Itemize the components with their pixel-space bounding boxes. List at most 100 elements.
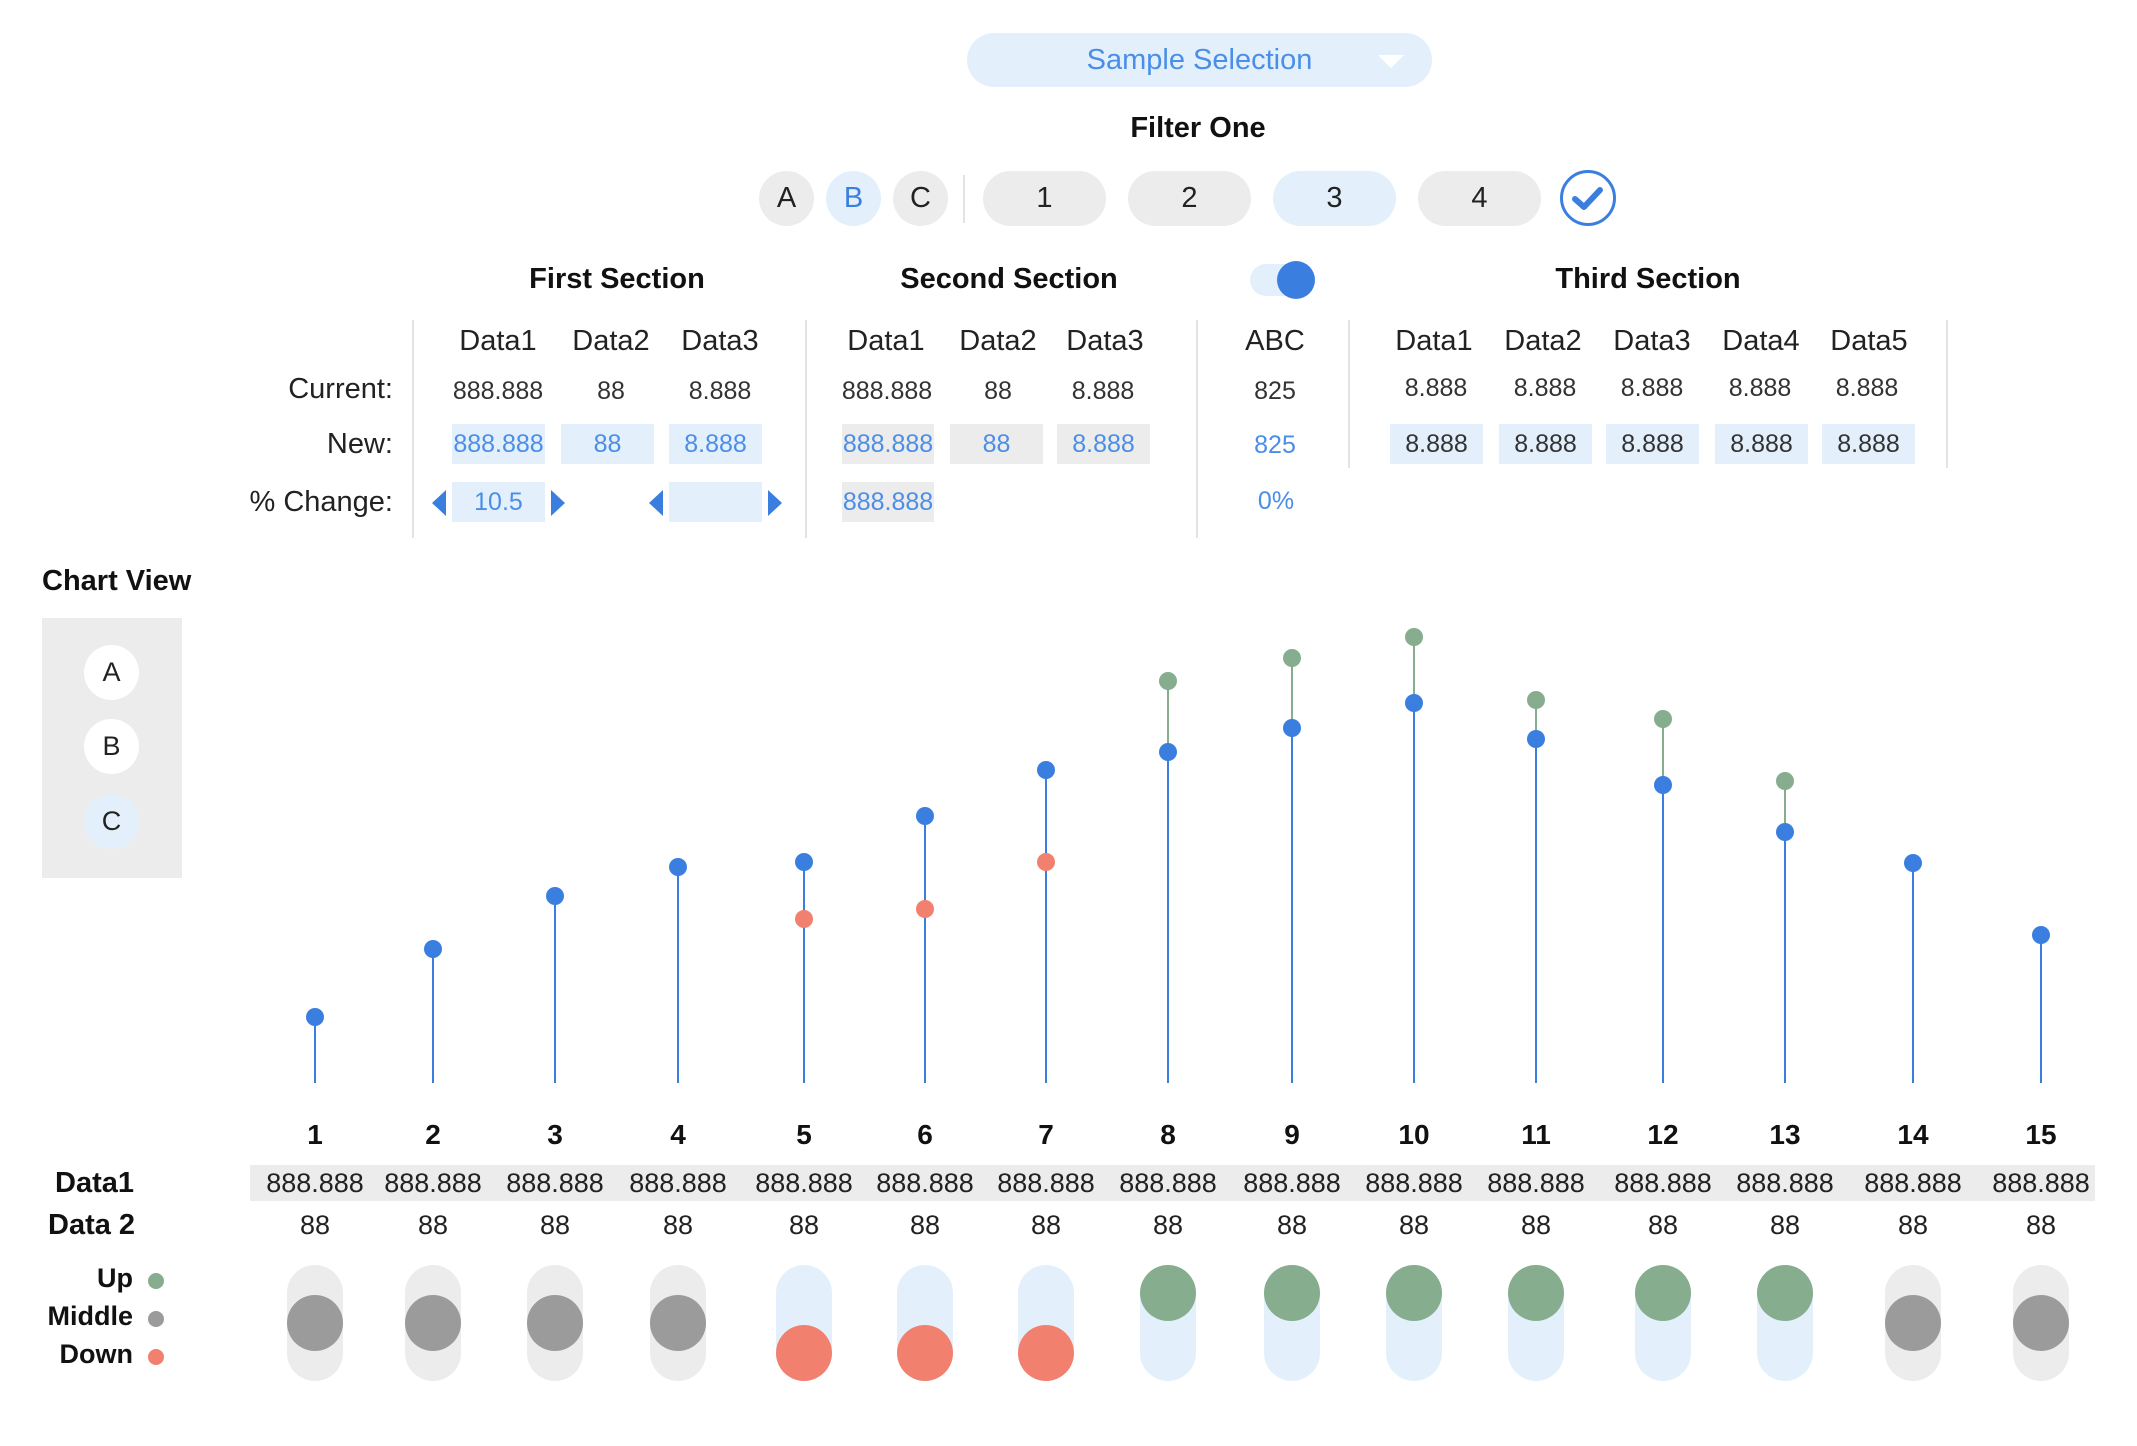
status-toggle[interactable] (287, 1265, 343, 1381)
filter-number-1[interactable]: 1 (983, 171, 1106, 226)
chart-view-option-a[interactable]: A (84, 645, 139, 700)
status-knob-up (1264, 1265, 1320, 1321)
status-toggle[interactable] (1757, 1265, 1813, 1381)
x-tick-label: 9 (1284, 1119, 1300, 1150)
status-knob-up (1757, 1265, 1813, 1321)
third-header-data4: Data4 (1722, 325, 1800, 357)
status-toggle[interactable] (1508, 1265, 1564, 1381)
new-row-label: New: (326, 428, 393, 460)
status-toggle[interactable] (405, 1265, 461, 1381)
status-toggle[interactable] (2013, 1265, 2069, 1381)
filter-letter-b[interactable]: B (826, 171, 881, 226)
chart-view-option-b[interactable]: B (84, 719, 139, 774)
current-row-label: Current: (288, 373, 393, 405)
third-section-title: Third Section (1555, 263, 1741, 295)
filter-number-4[interactable]: 4 (1418, 171, 1541, 226)
status-toggle[interactable] (1018, 1265, 1074, 1381)
third-new-data5-input[interactable]: 8.888 (1822, 424, 1915, 464)
increase-arrow-icon[interactable] (551, 490, 565, 516)
status-knob-down (897, 1325, 953, 1381)
status-toggle[interactable] (1885, 1265, 1941, 1381)
third-new-data2-input[interactable]: 8.888 (1499, 424, 1592, 464)
status-knob-middle (527, 1295, 583, 1351)
filter-number-3[interactable]: 3 (1273, 171, 1396, 226)
x-tick-label: 2 (425, 1119, 441, 1150)
x-tick-label: 8 (1160, 1119, 1176, 1150)
data2-cell: 88 (1276, 1210, 1308, 1240)
second-new-data1: 888.888 (842, 424, 934, 464)
third-header-data2: Data2 (1504, 325, 1582, 357)
filter-letter-a[interactable]: A (759, 171, 814, 226)
second-header-data1: Data1 (847, 325, 925, 357)
point-secondary-13 (1776, 772, 1794, 790)
data1-cell: 888.888 (1864, 1168, 1962, 1198)
first-header-data1: Data1 (459, 325, 537, 357)
status-toggle[interactable] (1140, 1265, 1196, 1381)
point-primary-15 (2032, 926, 2050, 944)
x-tick-label: 10 (1398, 1119, 1430, 1150)
point-primary-13 (1776, 823, 1794, 841)
status-knob-up (1386, 1265, 1442, 1321)
second-current-data3: 8.888 (1071, 377, 1135, 405)
data2-cell: 88 (1030, 1210, 1062, 1240)
increase-arrow-icon[interactable] (768, 490, 782, 516)
third-current-data3: 8.888 (1620, 374, 1684, 402)
first-section-title: First Section (529, 263, 705, 295)
x-tick-label: 6 (917, 1119, 933, 1150)
data2-cell: 88 (1398, 1210, 1430, 1240)
status-knob-middle (287, 1295, 343, 1351)
point-secondary-8 (1159, 672, 1177, 690)
status-toggle[interactable] (897, 1265, 953, 1381)
status-toggle[interactable] (527, 1265, 583, 1381)
data2-cell: 88 (539, 1210, 571, 1240)
x-tick-label: 7 (1038, 1119, 1054, 1150)
toggle-knob (1277, 261, 1315, 299)
status-toggle[interactable] (650, 1265, 706, 1381)
chart-view-option-c[interactable]: C (84, 794, 139, 849)
data1-row-label: Data1 (55, 1167, 134, 1199)
status-toggle[interactable] (1386, 1265, 1442, 1381)
first-new-data1-input[interactable]: 888.888 (452, 424, 545, 464)
status-toggle[interactable] (1635, 1265, 1691, 1381)
data2-cell: 88 (1152, 1210, 1184, 1240)
legend-down-dot (148, 1349, 164, 1365)
chevron-down-icon (1378, 55, 1404, 68)
third-new-data4-input[interactable]: 8.888 (1715, 424, 1808, 464)
status-knob-up (1508, 1265, 1564, 1321)
data1-cell: 888.888 (266, 1168, 364, 1198)
data1-cell: 888.888 (1487, 1168, 1585, 1198)
status-toggle[interactable] (776, 1265, 832, 1381)
status-knob-down (1018, 1325, 1074, 1381)
decrease-arrow-icon[interactable] (649, 490, 663, 516)
data2-cell: 88 (1647, 1210, 1679, 1240)
data2-cell: 88 (1520, 1210, 1552, 1240)
filter-number-2[interactable]: 2 (1128, 171, 1251, 226)
third-new-data3-input[interactable]: 8.888 (1606, 424, 1699, 464)
point-primary-5 (795, 853, 813, 871)
first-change-input-2[interactable] (669, 482, 762, 522)
data1-cell: 888.888 (1119, 1168, 1217, 1198)
status-toggle[interactable] (1264, 1265, 1320, 1381)
legend-middle-dot (148, 1311, 164, 1327)
first-new-data2-input[interactable]: 88 (561, 424, 654, 464)
second-header-data2: Data2 (959, 325, 1037, 357)
point-primary-9 (1283, 719, 1301, 737)
third-new-data1-input[interactable]: 8.888 (1390, 424, 1483, 464)
confirm-button[interactable] (1560, 170, 1616, 226)
first-change-input[interactable]: 10.5 (452, 482, 545, 522)
data2-cell: 88 (788, 1210, 820, 1240)
sample-selection-dropdown[interactable]: Sample Selection (967, 33, 1432, 87)
point-secondary-5 (795, 910, 813, 928)
x-tick-label: 5 (796, 1119, 812, 1150)
table-divider (805, 320, 807, 538)
data1-cell: 888.888 (629, 1168, 727, 1198)
third-header-data5: Data5 (1830, 325, 1908, 357)
second-section-title: Second Section (900, 263, 1118, 295)
point-secondary-11 (1527, 691, 1545, 709)
first-new-data3-input[interactable]: 8.888 (669, 424, 762, 464)
filter-letter-c[interactable]: C (893, 171, 948, 226)
decrease-arrow-icon[interactable] (432, 490, 446, 516)
point-primary-11 (1527, 730, 1545, 748)
section-toggle[interactable] (1250, 261, 1315, 299)
point-primary-3 (546, 887, 564, 905)
